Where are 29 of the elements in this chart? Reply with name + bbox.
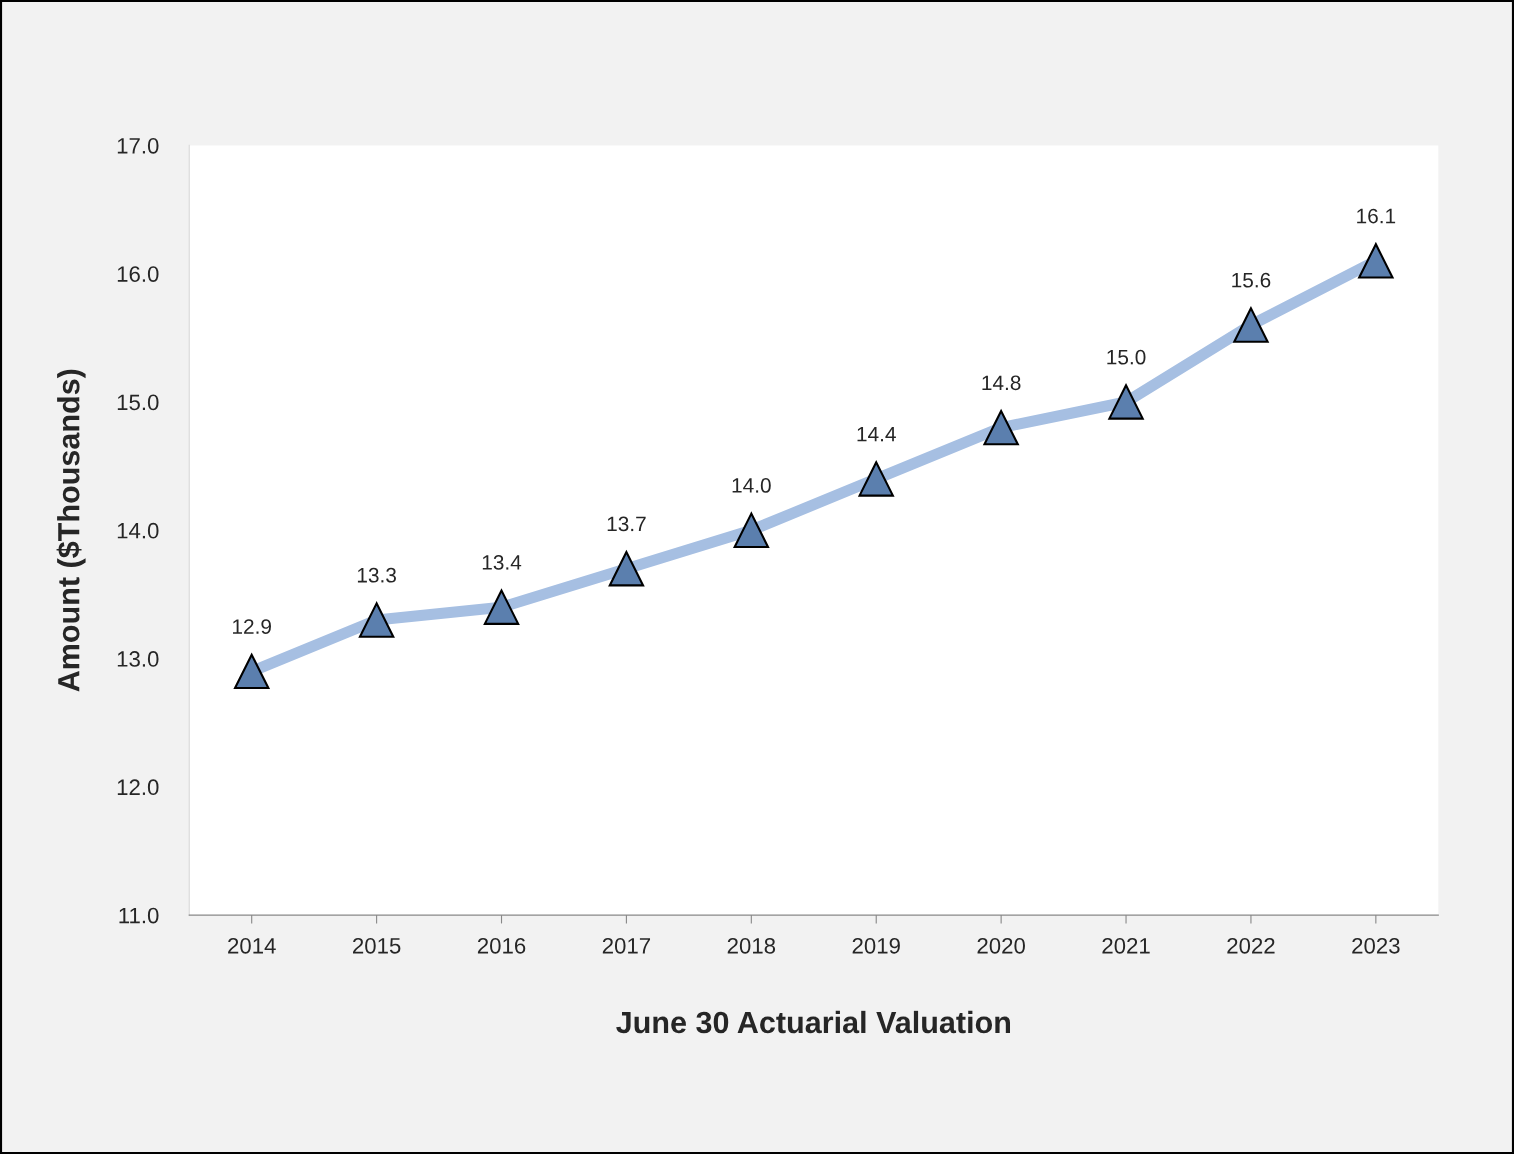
y-tick-label: 17.0 xyxy=(117,137,159,154)
x-tick-label: 2019 xyxy=(852,937,900,954)
y-tick-label: 11.0 xyxy=(119,907,159,924)
data-label: 14.0 xyxy=(732,478,771,493)
x-tick-label: 2016 xyxy=(477,937,526,954)
y-tick-label: 14.0 xyxy=(117,522,159,539)
data-label: 14.4 xyxy=(857,426,896,442)
data-label: 16.1 xyxy=(1357,208,1396,224)
x-axis-title: June 30 Actuarial Valuation xyxy=(616,1010,1011,1034)
data-label: 13.3 xyxy=(357,567,396,583)
data-label: 13.7 xyxy=(607,516,646,532)
y-tick-label: 13.0 xyxy=(117,651,159,667)
x-tick-label: 2021 xyxy=(1102,937,1150,954)
data-label: 13.4 xyxy=(482,555,522,570)
data-label: 14.8 xyxy=(982,375,1021,391)
y-axis-title: Amount ($Thousands) xyxy=(56,369,86,692)
x-tick-label: 2015 xyxy=(353,937,401,954)
x-tick-label: 2020 xyxy=(977,937,1025,954)
x-tick-label: 2014 xyxy=(228,937,276,954)
y-tick-label: 12.0 xyxy=(117,779,159,796)
x-tick-label: 2017 xyxy=(602,937,651,954)
data-label: 15.6 xyxy=(1232,272,1271,288)
x-tick-label: 2022 xyxy=(1227,937,1275,954)
y-tick-label: 16.0 xyxy=(117,266,159,282)
y-tick-label: 15.0 xyxy=(117,394,159,411)
data-label: 15.0 xyxy=(1107,349,1146,365)
x-tick-label: 2023 xyxy=(1352,937,1400,954)
x-tick-label: 2018 xyxy=(727,937,776,954)
data-label: 12.9 xyxy=(233,619,271,634)
